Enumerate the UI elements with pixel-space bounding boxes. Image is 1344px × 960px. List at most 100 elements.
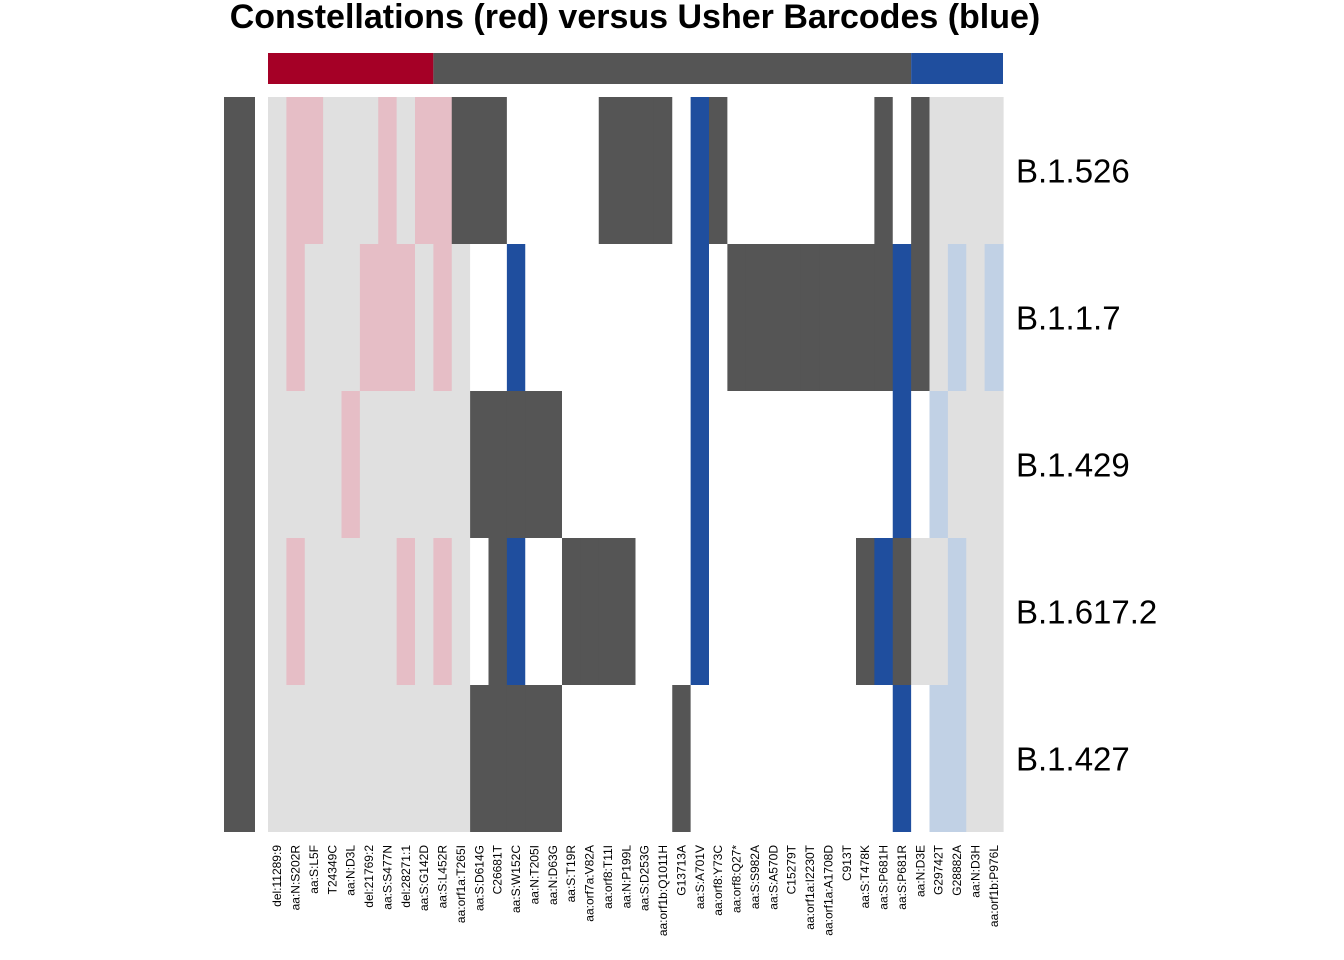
heatmap-cell [800, 244, 820, 391]
heatmap-cell [800, 538, 820, 685]
row-label: B.1.1.7 [1016, 300, 1121, 337]
heatmap-cell [635, 97, 655, 244]
heatmap-cell [653, 244, 673, 391]
heatmap-cell [745, 538, 765, 685]
heatmap-cell [837, 685, 857, 832]
heatmap-cell [819, 391, 839, 538]
heatmap-cell [874, 685, 894, 832]
heatmap-cell [396, 97, 416, 244]
heatmap-cell [947, 97, 967, 244]
heatmap-cell [874, 538, 894, 685]
heatmap-cell [672, 244, 692, 391]
heatmap-cell [598, 244, 618, 391]
heatmap-cell [856, 685, 875, 832]
heatmap-cell [488, 244, 508, 391]
heatmap-cell [782, 391, 802, 538]
column-label: aa:N:D3H [968, 845, 982, 898]
heatmap-cell [543, 538, 563, 685]
heatmap-cell [800, 685, 820, 832]
heatmap-cell [856, 244, 875, 391]
heatmap-cell [617, 685, 637, 832]
heatmap-cell [617, 97, 637, 244]
heatmap-cell [635, 391, 655, 538]
heatmap-cell [359, 244, 379, 391]
heatmap-cell [268, 244, 287, 391]
heatmap-cell [929, 538, 949, 685]
heatmap-cell [947, 244, 967, 391]
heatmap-cell [837, 97, 857, 244]
heatmap-cell [690, 685, 710, 832]
heatmap-cell [745, 244, 765, 391]
heatmap-cell [837, 538, 857, 685]
heatmap-cell [286, 391, 306, 538]
heatmap-cell [323, 685, 343, 832]
heatmap-cell [690, 391, 710, 538]
heatmap-cell [892, 244, 912, 391]
column-label: del:21769:2 [362, 845, 376, 908]
heatmap-cell [800, 391, 820, 538]
heatmap-cell [598, 391, 618, 538]
chart-title: Constellations (red) versus Usher Barcod… [230, 0, 1041, 36]
heatmap-cell [653, 391, 673, 538]
heatmap-cell [984, 97, 1004, 244]
heatmap-cell [984, 244, 1004, 391]
heatmap-cell [929, 685, 949, 832]
heatmap-cell [672, 97, 692, 244]
column-label: aa:S:D614G [472, 845, 486, 911]
column-group-annotation [268, 53, 1003, 84]
heatmap-cell [562, 97, 581, 244]
heatmap-cell [378, 685, 398, 832]
heatmap-cell [415, 244, 434, 391]
heatmap-cell [451, 538, 471, 685]
heatmap-cell [415, 538, 434, 685]
heatmap-cell [396, 538, 416, 685]
heatmap-cell [929, 244, 949, 391]
heatmap-cell [709, 97, 728, 244]
heatmap-cell [341, 244, 361, 391]
heatmap-cell [598, 538, 618, 685]
heatmap-cell [451, 391, 471, 538]
heatmap-cell [451, 244, 471, 391]
heatmap-cell [819, 97, 839, 244]
heatmap-cell [874, 244, 894, 391]
group-bar-shared [433, 53, 912, 84]
heatmap-cell [966, 97, 986, 244]
column-label: aa:orf1b:P976L [987, 845, 1001, 927]
row-label: B.1.526 [1016, 153, 1130, 190]
heatmap-cell [617, 538, 637, 685]
column-label: aa:S:D253G [638, 845, 652, 911]
heatmap-cell [727, 685, 747, 832]
heatmap-cell [727, 391, 747, 538]
heatmap-cell [433, 391, 453, 538]
heatmap-cell [966, 244, 986, 391]
heatmap-cell [690, 244, 710, 391]
column-label: aa:S:L452R [436, 845, 450, 909]
heatmap-cell [727, 538, 747, 685]
heatmap-cell [764, 97, 784, 244]
heatmap-cell [378, 244, 398, 391]
heatmap-cell [911, 244, 931, 391]
column-label: aa:N:D3L [344, 845, 358, 896]
heatmap-cell [304, 685, 324, 832]
heatmap-cell [856, 97, 875, 244]
heatmap-cell [892, 685, 912, 832]
heatmap-cell [764, 685, 784, 832]
heatmap-cell [286, 244, 306, 391]
heatmap-cell [617, 391, 637, 538]
heatmap-cell [286, 538, 306, 685]
heatmap-cell [580, 538, 600, 685]
column-label: aa:S:T478K [858, 845, 872, 908]
heatmap-cell [323, 391, 343, 538]
heatmap-cell [984, 685, 1004, 832]
heatmap-cell [323, 97, 343, 244]
heatmap-cell [304, 538, 324, 685]
heatmap-cell [433, 97, 453, 244]
heatmap-cell [543, 391, 563, 538]
column-label: G13713A [674, 845, 688, 896]
heatmap-cell [396, 244, 416, 391]
heatmap-cell [396, 685, 416, 832]
heatmap-cell [764, 538, 784, 685]
heatmap-cell [690, 538, 710, 685]
row-labels: B.1.526 B.1.1.7 B.1.429 B.1.617.2 B.1.427 [1016, 153, 1157, 778]
heatmap-cell [451, 685, 471, 832]
